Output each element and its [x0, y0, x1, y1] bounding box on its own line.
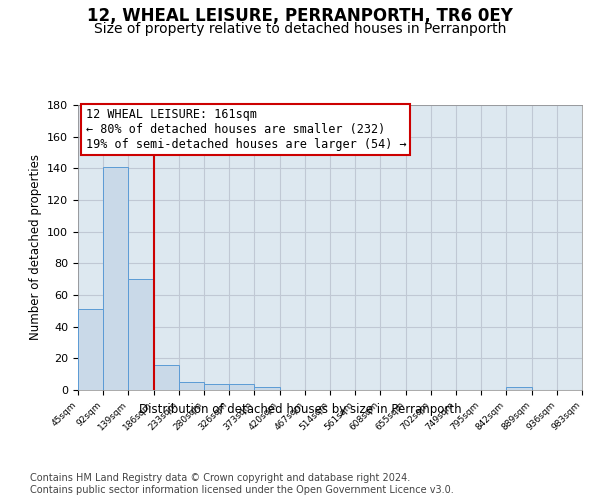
Text: 12, WHEAL LEISURE, PERRANPORTH, TR6 0EY: 12, WHEAL LEISURE, PERRANPORTH, TR6 0EY [87, 8, 513, 26]
Text: Size of property relative to detached houses in Perranporth: Size of property relative to detached ho… [94, 22, 506, 36]
Bar [204, 384, 229, 390]
Bar [78, 309, 103, 390]
Y-axis label: Number of detached properties: Number of detached properties [29, 154, 41, 340]
Bar [128, 279, 154, 390]
Bar [154, 364, 179, 390]
Bar [229, 384, 254, 390]
Text: Distribution of detached houses by size in Perranporth: Distribution of detached houses by size … [139, 402, 461, 415]
Text: Contains HM Land Registry data © Crown copyright and database right 2024.
Contai: Contains HM Land Registry data © Crown c… [30, 474, 454, 495]
Bar [506, 387, 532, 390]
Text: 12 WHEAL LEISURE: 161sqm
← 80% of detached houses are smaller (232)
19% of semi-: 12 WHEAL LEISURE: 161sqm ← 80% of detach… [86, 108, 406, 151]
Bar [179, 382, 204, 390]
Bar [254, 387, 280, 390]
Bar [103, 167, 128, 390]
